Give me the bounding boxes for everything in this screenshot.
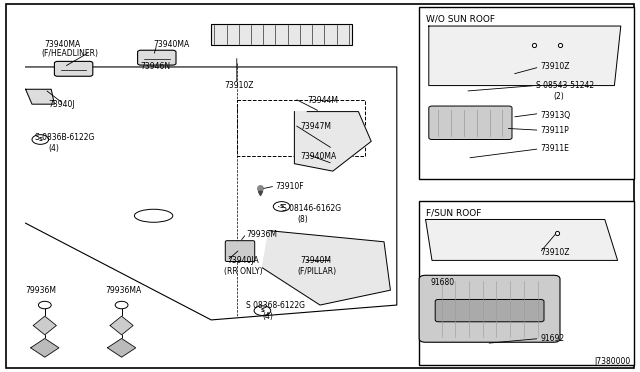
- Polygon shape: [110, 316, 133, 335]
- Text: 73910Z: 73910Z: [541, 248, 570, 257]
- FancyBboxPatch shape: [435, 299, 544, 322]
- Ellipse shape: [134, 209, 173, 222]
- Text: 73944M: 73944M: [307, 96, 338, 105]
- Circle shape: [115, 301, 128, 309]
- Polygon shape: [108, 339, 136, 357]
- FancyBboxPatch shape: [225, 241, 255, 262]
- Text: S: S: [280, 204, 284, 209]
- Text: S 08146-6162G: S 08146-6162G: [282, 204, 340, 213]
- FancyBboxPatch shape: [429, 106, 512, 140]
- Polygon shape: [262, 231, 390, 305]
- Polygon shape: [26, 67, 397, 320]
- Text: 73940MA: 73940MA: [45, 40, 81, 49]
- FancyBboxPatch shape: [138, 50, 176, 65]
- Text: S 08368-6122G: S 08368-6122G: [246, 301, 305, 310]
- Text: 73910Z: 73910Z: [224, 81, 253, 90]
- Circle shape: [38, 301, 51, 309]
- Text: (F/HEADLINER): (F/HEADLINER): [42, 49, 99, 58]
- Circle shape: [32, 135, 49, 144]
- Bar: [419, 201, 634, 365]
- Text: S 0836B-6122G: S 0836B-6122G: [35, 133, 95, 142]
- Text: S 08543-51242: S 08543-51242: [536, 81, 595, 90]
- Polygon shape: [294, 112, 371, 171]
- Text: (RR ONLY): (RR ONLY): [224, 267, 262, 276]
- Polygon shape: [426, 219, 618, 260]
- Polygon shape: [26, 89, 54, 104]
- Bar: [419, 7, 634, 179]
- Text: 91692: 91692: [541, 334, 565, 343]
- Text: 73940M: 73940M: [301, 256, 332, 265]
- Text: 79936MA: 79936MA: [106, 286, 142, 295]
- Text: J7380000: J7380000: [594, 357, 630, 366]
- Text: S: S: [260, 308, 264, 313]
- Circle shape: [273, 202, 290, 211]
- Text: 73946N: 73946N: [141, 62, 171, 71]
- Text: 73940JA: 73940JA: [227, 256, 259, 265]
- Bar: [211, 24, 352, 45]
- Polygon shape: [31, 339, 59, 357]
- Text: 73913Q: 73913Q: [541, 111, 571, 120]
- Text: 73940J: 73940J: [48, 100, 75, 109]
- Text: 73940MA: 73940MA: [301, 152, 337, 161]
- Text: (4): (4): [262, 312, 273, 321]
- Text: 73940MA: 73940MA: [154, 40, 190, 49]
- Text: 73910F: 73910F: [275, 182, 304, 190]
- Text: 73911E: 73911E: [541, 144, 570, 153]
- Circle shape: [254, 306, 271, 315]
- Text: 73947M: 73947M: [301, 122, 332, 131]
- Text: 73910Z: 73910Z: [541, 62, 570, 71]
- Polygon shape: [33, 316, 56, 335]
- Polygon shape: [429, 26, 621, 86]
- Text: S: S: [484, 341, 488, 347]
- FancyBboxPatch shape: [419, 275, 560, 342]
- Text: (F/PILLAR): (F/PILLAR): [298, 267, 337, 276]
- Text: (2): (2): [554, 92, 564, 101]
- Text: S: S: [38, 137, 42, 142]
- Text: 91680: 91680: [430, 278, 454, 287]
- Text: (4): (4): [48, 144, 59, 153]
- FancyBboxPatch shape: [54, 61, 93, 76]
- Circle shape: [478, 339, 495, 349]
- Circle shape: [456, 86, 473, 96]
- Text: W/O SUN ROOF: W/O SUN ROOF: [426, 15, 495, 24]
- Text: (8): (8): [298, 215, 308, 224]
- Text: S: S: [463, 89, 467, 94]
- Text: 79936M: 79936M: [26, 286, 56, 295]
- Text: F/SUN ROOF: F/SUN ROOF: [426, 208, 481, 217]
- Text: 73911P: 73911P: [541, 126, 570, 135]
- Text: 79936M: 79936M: [246, 230, 277, 239]
